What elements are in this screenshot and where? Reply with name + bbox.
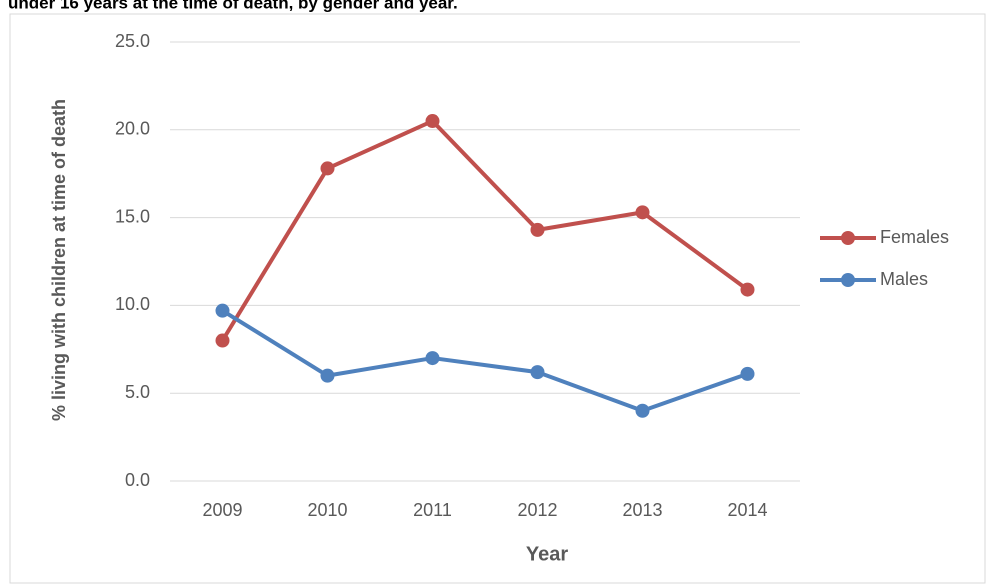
data-point	[215, 333, 230, 348]
y-tick-label: 20.0	[115, 119, 150, 139]
legend-label: Males	[880, 269, 928, 289]
y-tick-label: 0.0	[125, 470, 150, 490]
data-point	[320, 161, 335, 176]
legend-label: Females	[880, 227, 949, 247]
x-tick-label: 2009	[202, 500, 242, 520]
y-tick-label: 15.0	[115, 206, 150, 226]
data-point	[530, 365, 545, 380]
legend-marker	[841, 231, 855, 245]
x-tick-label: 2012	[517, 500, 557, 520]
x-tick-label: 2014	[727, 500, 767, 520]
chart-title: under 16 years at the time of death, by …	[8, 0, 458, 12]
series-line	[220, 119, 749, 342]
data-point	[530, 222, 545, 237]
chart-frame	[9, 13, 986, 584]
legend-marker	[841, 273, 855, 287]
data-point	[740, 282, 755, 297]
x-axis-label: Year	[526, 543, 568, 565]
data-point	[740, 366, 755, 381]
y-tick-label: 25.0	[115, 31, 150, 51]
y-tick-label: 10.0	[115, 294, 150, 314]
x-tick-label: 2010	[307, 500, 347, 520]
x-tick-label: 2013	[622, 500, 662, 520]
data-point	[635, 205, 650, 220]
y-tick-label: 5.0	[125, 382, 150, 402]
y-axis-label: % living with children at time of death	[49, 99, 69, 421]
data-point	[425, 114, 440, 129]
series-line	[221, 308, 749, 413]
x-tick-label: 2011	[413, 500, 452, 520]
data-point	[425, 351, 440, 366]
data-point	[215, 303, 230, 318]
data-point	[635, 403, 650, 418]
data-point	[320, 368, 335, 383]
